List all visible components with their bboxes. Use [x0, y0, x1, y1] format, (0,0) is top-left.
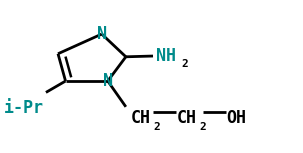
Text: CH: CH	[130, 109, 150, 127]
Text: 2: 2	[153, 122, 160, 132]
Text: NH: NH	[156, 47, 176, 65]
Text: 2: 2	[199, 122, 206, 132]
Text: CH: CH	[177, 109, 197, 127]
Text: 2: 2	[181, 59, 188, 69]
Text: OH: OH	[226, 109, 246, 127]
Text: N: N	[103, 72, 113, 90]
Text: N: N	[97, 25, 107, 43]
Text: i-Pr: i-Pr	[4, 99, 44, 117]
